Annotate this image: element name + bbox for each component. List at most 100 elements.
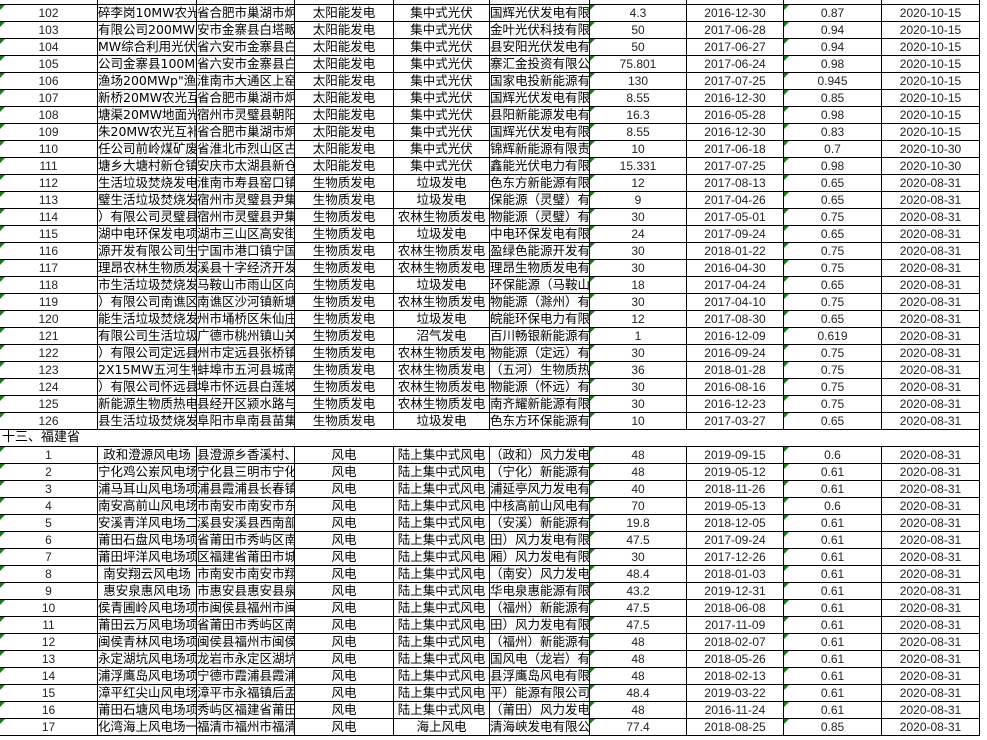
cell-capacity[interactable]: 30 [590,260,687,276]
cell-price[interactable]: 0.61 [784,617,882,633]
cell-company[interactable]: 县安阳光伏发电有限 [490,39,590,55]
cell-capacity[interactable]: 47.5 [590,600,687,616]
cell-company[interactable]: 国辉光伏发电有限 [490,5,590,21]
cell-row-number[interactable]: 4 [0,498,98,514]
cell-sub-type[interactable]: 垃圾发电 [394,192,490,208]
cell-sub-type[interactable]: 集中式光伏 [394,39,490,55]
cell-row-number[interactable]: 113 [0,192,98,208]
cell-power-type[interactable]: 太阳能发电 [295,73,394,89]
cell-operation-date[interactable]: 2019-05-13 [687,498,784,514]
cell-row-number[interactable]: 115 [0,226,98,242]
cell-capacity[interactable]: 75.801 [590,56,687,72]
cell-company[interactable]: 色东方新能源有限责 [490,175,590,191]
cell-company[interactable]: （南安）风力发电有 [490,566,590,582]
cell-price[interactable]: 0.75 [784,294,882,310]
cell-company[interactable]: 保能源（灵璧）有 [490,192,590,208]
cell-sub-type[interactable]: 集中式光伏 [394,141,490,157]
cell-sub-type[interactable]: 陆上集中式风电 [394,464,490,480]
cell-company[interactable]: 田）风力发电有限 [490,532,590,548]
cell-project-name[interactable]: 公司金寨县100MW [98,56,197,72]
cell-deadline-date[interactable]: 2020-08-31 [882,362,980,378]
cell-row-number[interactable]: 9 [0,583,98,599]
cell-power-type[interactable]: 风电 [295,600,394,616]
cell-capacity[interactable]: 1 [590,328,687,344]
cell-price[interactable]: 0.65 [784,311,882,327]
cell-operation-date[interactable] [687,0,784,4]
cell-power-type[interactable]: 风电 [295,719,394,735]
cell-company[interactable]: 国辉光伏发电有限 [490,124,590,140]
cell-price[interactable]: 0.61 [784,515,882,531]
cell-sub-type[interactable]: 垃圾发电 [394,175,490,191]
cell-company[interactable]: 县浮鹰岛风电有限 [490,668,590,684]
cell-capacity[interactable]: 24 [590,226,687,242]
cell-sub-type[interactable]: 陆上集中式风电 [394,515,490,531]
cell-location[interactable]: 溪县十字经济开发区 [197,260,295,276]
cell-operation-date[interactable]: 2017-07-25 [687,158,784,174]
cell-company[interactable]: 锦辉新能源有限责 [490,141,590,157]
cell-row-number[interactable]: 101 [0,0,98,4]
cell-location[interactable]: 省合肥市巢湖市炯 [197,5,295,21]
cell-location[interactable]: 溪县安溪县西南部 [197,515,295,531]
section-title[interactable]: 十三、福建省 [0,430,980,446]
cell-power-type[interactable]: 风电 [295,685,394,701]
cell-project-name[interactable]: 漳平红尖山风电场 [98,685,197,701]
cell-capacity[interactable]: 48.4 [590,685,687,701]
cell-location[interactable]: 市惠安县惠安县泉惠 [197,583,295,599]
cell-sub-type[interactable]: 陆上集中式风电 [394,668,490,684]
cell-deadline-date[interactable]: 2020-08-31 [882,209,980,225]
cell-capacity[interactable]: 10 [590,141,687,157]
cell-project-name[interactable]: 县生活垃圾焚烧发电 [98,413,197,429]
cell-sub-type[interactable]: 沼气发电 [394,328,490,344]
cell-sub-type[interactable]: 农林生物质发电 [394,379,490,395]
cell-sub-type[interactable]: 陆上集中式风电 [394,702,490,718]
cell-price[interactable]: 0.83 [784,124,882,140]
cell-row-number[interactable]: 105 [0,56,98,72]
cell-capacity[interactable]: 8.55 [590,90,687,106]
cell-location[interactable]: 宿州市灵璧县尹集镇 [197,209,295,225]
cell-deadline-date[interactable]: 2020-08-31 [882,651,980,667]
cell-project-name[interactable]: 市生活垃圾焚烧发 [98,277,197,293]
cell-project-name[interactable]: 化湾海上风电场一 [98,719,197,735]
cell-price[interactable]: 0.61 [784,685,882,701]
cell-company[interactable]: 寨汇金投资有限公 [490,56,590,72]
cell-operation-date[interactable]: 2017-08-30 [687,311,784,327]
cell-deadline-date[interactable]: 2020-08-31 [882,532,980,548]
cell-price[interactable] [784,0,882,4]
cell-capacity[interactable]: 18 [590,277,687,293]
cell-price[interactable]: 0.61 [784,532,882,548]
cell-location[interactable]: 省六安市金寨县白塔 [197,39,295,55]
cell-capacity[interactable]: 50 [590,39,687,55]
cell-company[interactable]: （福州）新能源有限 [490,600,590,616]
cell-row-number[interactable]: 8 [0,566,98,582]
cell-capacity[interactable]: 70 [590,498,687,514]
cell-project-name[interactable]: 浦浮鹰岛风电场项 [98,668,197,684]
cell-price[interactable]: 0.94 [784,39,882,55]
cell-price[interactable]: 0.85 [784,90,882,106]
cell-project-name[interactable]: 湖中电环保发电项 [98,226,197,242]
cell-company[interactable]: 物能源（滁州）有 [490,294,590,310]
cell-operation-date[interactable]: 2018-08-25 [687,719,784,735]
cell-power-type[interactable]: 太阳能发电 [295,107,394,123]
cell-project-name[interactable]: 莆田石盘风电场项目 [98,532,197,548]
cell-operation-date[interactable]: 2018-01-28 [687,362,784,378]
cell-capacity[interactable]: 30 [590,294,687,310]
cell-location[interactable]: 省合肥市巢湖市炯 [197,90,295,106]
cell-company[interactable]: （宁化）新能源有限 [490,464,590,480]
cell-sub-type[interactable]: 集中式光伏 [394,107,490,123]
cell-sub-type[interactable]: 农林生物质发电 [394,396,490,412]
cell-sub-type[interactable]: 陆上集中式风电 [394,634,490,650]
cell-deadline-date[interactable]: 2020-08-31 [882,413,980,429]
cell-row-number[interactable]: 114 [0,209,98,225]
cell-price[interactable]: 0.6 [784,447,882,463]
cell-location[interactable]: 埠市怀远县白莲坡 [197,379,295,395]
cell-price[interactable]: 0.65 [784,226,882,242]
cell-company[interactable]: 清海峡发电有限公 [490,719,590,735]
cell-deadline-date[interactable]: 2020-08-31 [882,311,980,327]
cell-power-type[interactable]: 风电 [295,617,394,633]
cell-operation-date[interactable]: 2017-04-24 [687,277,784,293]
cell-price[interactable]: 0.619 [784,328,882,344]
cell-capacity[interactable]: 4.3 [590,5,687,21]
cell-operation-date[interactable]: 2017-06-28 [687,22,784,38]
cell-company[interactable]: 金叶光伏科技有限 [490,22,590,38]
cell-price[interactable]: 0.61 [784,464,882,480]
